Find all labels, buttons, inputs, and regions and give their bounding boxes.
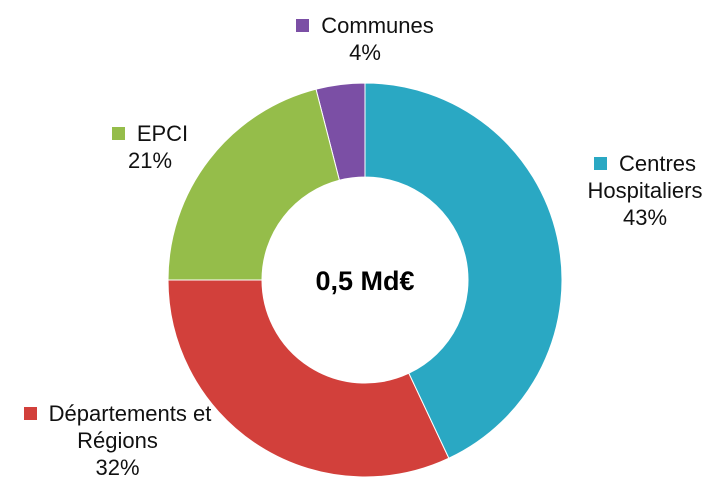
category: EPCI bbox=[136, 121, 189, 146]
value-label: 4% bbox=[349, 40, 381, 65]
label: Départements et Régions 32% bbox=[5, 400, 230, 481]
donut-segment bbox=[167, 279, 450, 478]
legend-swatch bbox=[593, 157, 607, 170]
category: Centres Hospitaliers bbox=[587, 151, 703, 203]
donut-segment bbox=[364, 82, 563, 459]
value-label: 43% bbox=[622, 205, 668, 230]
donut-segment bbox=[167, 88, 340, 281]
value-label: 21% bbox=[127, 148, 173, 173]
legend-swatch bbox=[23, 407, 37, 420]
legend-swatch bbox=[111, 127, 125, 140]
label: EPCI 21% bbox=[90, 120, 210, 174]
value-label: 32% bbox=[95, 455, 140, 480]
category: Communes bbox=[321, 13, 434, 38]
category: Départements et Régions bbox=[48, 401, 212, 453]
label: Communes 4% bbox=[265, 12, 465, 66]
legend-swatch bbox=[296, 19, 310, 32]
center-label: 0,5 Md€ bbox=[315, 266, 414, 296]
label: Centres Hospitaliers 43% bbox=[560, 150, 728, 231]
